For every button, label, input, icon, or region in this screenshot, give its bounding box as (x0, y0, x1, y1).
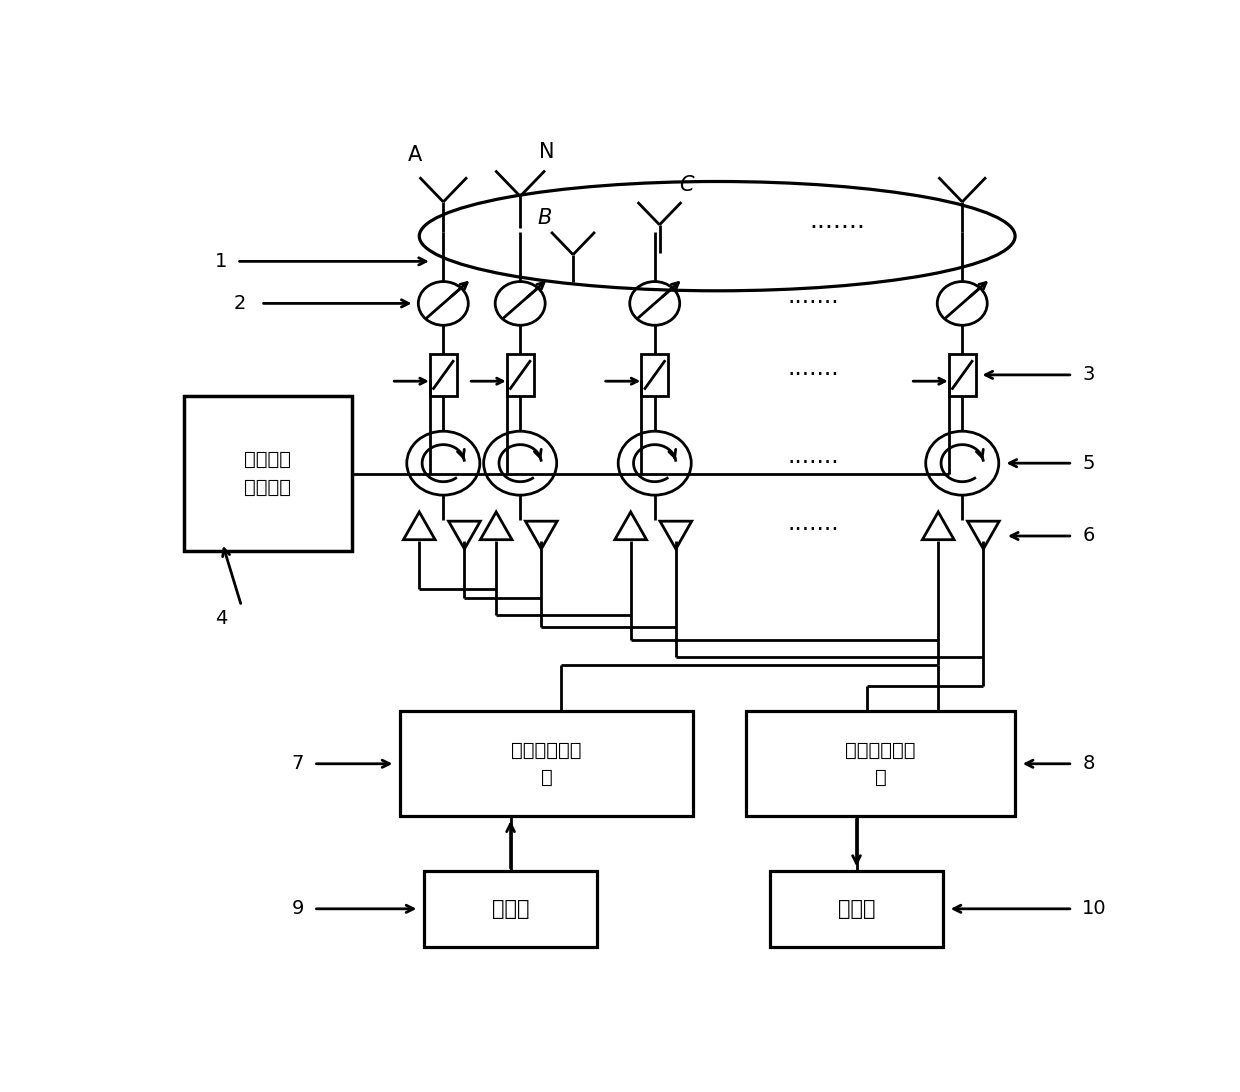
Text: 8: 8 (1083, 755, 1095, 773)
Text: ·······: ······· (787, 292, 839, 316)
Bar (430, 354, 456, 396)
Bar (184, 396, 352, 551)
Bar (770, 871, 942, 947)
Text: 6: 6 (1083, 526, 1095, 546)
Text: ·······: ······· (787, 451, 839, 475)
Text: ·······: ······· (787, 363, 839, 387)
Text: 3: 3 (1083, 366, 1095, 384)
Circle shape (407, 431, 480, 495)
Text: 伪随机时
序生成器: 伪随机时 序生成器 (244, 450, 291, 497)
Circle shape (926, 431, 998, 495)
Text: 5: 5 (1083, 453, 1095, 473)
Text: C: C (678, 176, 693, 195)
Text: 接收机: 接收机 (838, 899, 875, 918)
Text: 2: 2 (234, 294, 247, 313)
Text: 4: 4 (215, 609, 227, 628)
Bar (507, 354, 533, 396)
Bar (746, 711, 1016, 817)
Circle shape (619, 431, 691, 495)
Text: 发射合成功分
器: 发射合成功分 器 (511, 741, 582, 786)
Bar (401, 711, 693, 817)
Text: 7: 7 (291, 755, 304, 773)
Bar (424, 871, 598, 947)
Bar (949, 354, 976, 396)
Text: ·······: ······· (787, 519, 839, 543)
Text: 10: 10 (1083, 900, 1107, 918)
Bar (641, 354, 668, 396)
Text: 1: 1 (215, 252, 227, 271)
Text: 发射机: 发射机 (492, 899, 529, 918)
Text: A: A (408, 144, 422, 165)
Circle shape (484, 431, 557, 495)
Text: 接收共用功分
器: 接收共用功分 器 (846, 741, 916, 786)
Text: N: N (539, 142, 556, 162)
Text: ·······: ······· (810, 216, 866, 240)
Text: 9: 9 (291, 900, 304, 918)
Text: B: B (537, 207, 552, 228)
